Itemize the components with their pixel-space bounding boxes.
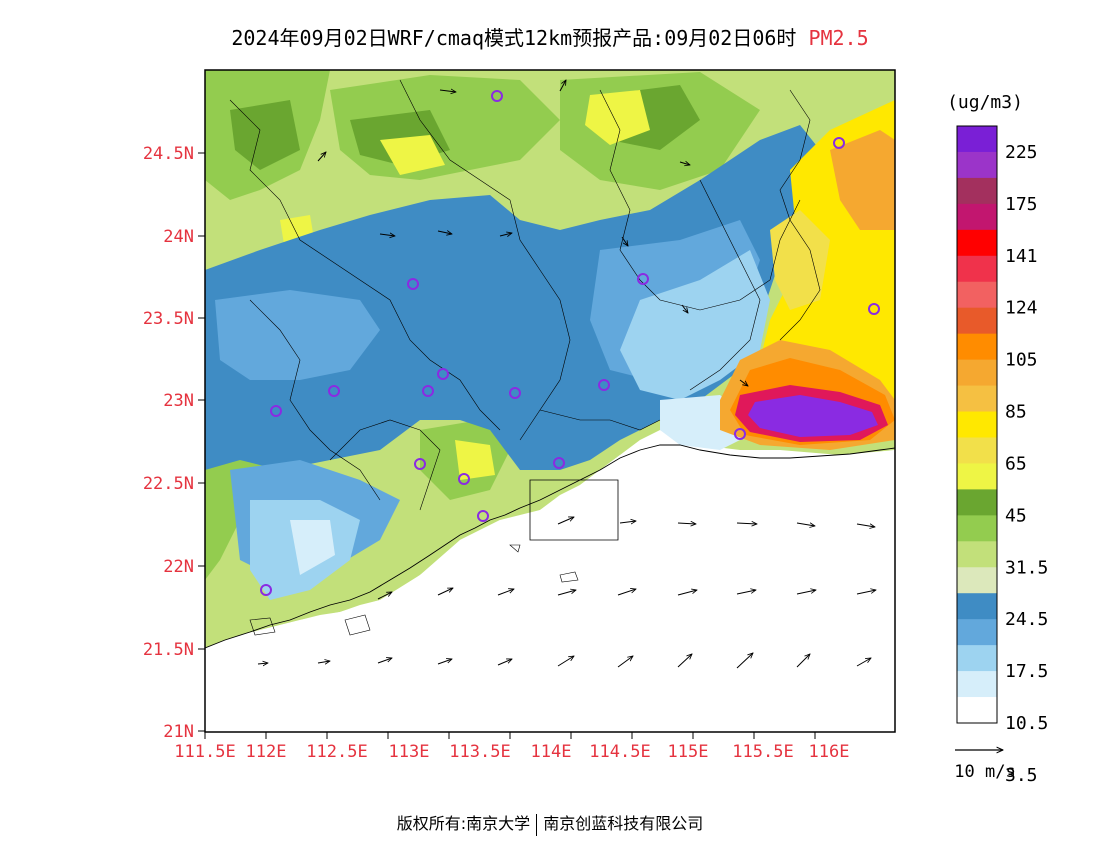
title-pollutant: PM2.5 [808, 26, 869, 50]
admin-boundaries [229, 79, 821, 511]
legend-swatch [957, 126, 997, 153]
lon-tick-label: 111.5E [174, 742, 235, 762]
legend-swatch [957, 307, 997, 335]
plot-frame [204, 69, 896, 733]
legend-swatch [957, 359, 997, 387]
legend-label: 105 [1005, 350, 1038, 371]
legend-swatch [957, 593, 997, 620]
title-main: 2024年09月02日WRF/cmaq模式12km预报产品:09月02日06时 [231, 26, 797, 50]
legend-swatch [957, 619, 997, 646]
legend-label: 31.5 [1005, 557, 1048, 578]
legend-swatch [957, 151, 997, 179]
color-legend: (ug/m3) 225 175 141 124 105 85 65 45 31.5 24.5 17.… [947, 92, 1048, 786]
legend-swatch [957, 489, 997, 516]
lat-tick-label: 22.5N [143, 474, 194, 494]
lon-tick-label: 114E [531, 742, 572, 762]
lon-tick-label: 115E [668, 742, 709, 762]
wind-reference-label: 10 m/s [954, 762, 1015, 782]
legend-swatch [957, 541, 997, 568]
lon-tick-label: 113E [389, 742, 430, 762]
legend-bar [957, 126, 997, 724]
legend-label: 24.5 [1005, 609, 1048, 630]
footer-company: 南京创蓝科技有限公司 [543, 814, 704, 833]
lon-tick-label: 115.5E [732, 742, 793, 762]
legend-swatch [957, 697, 997, 724]
legend-swatch [957, 229, 997, 257]
legend-swatch [957, 281, 997, 309]
legend-label: 225 [1005, 142, 1038, 163]
coastline [205, 444, 895, 649]
legend-swatch [957, 671, 997, 698]
east-purple-core [748, 395, 878, 437]
lat-tick-label: 24N [163, 227, 194, 247]
legend-label: 65 [1005, 453, 1027, 474]
legend-swatch [957, 437, 997, 464]
map-title: 2024年09月02日WRF/cmaq模式12km预报产品:09月02日06时 P… [0, 22, 1100, 51]
lat-axis: 24.5N 24N 23.5N 23N 22.5N 22N 21.5N 21N [143, 144, 205, 742]
legend-unit: (ug/m3) [947, 92, 1023, 113]
lon-tick-label: 114.5E [589, 742, 650, 762]
legend-swatch [957, 645, 997, 672]
legend-label: 124 [1005, 298, 1038, 319]
legend-label: 3.5 [1005, 765, 1038, 786]
east-yellow-2 [770, 210, 830, 310]
pm25-field [205, 70, 895, 732]
legend-label: 45 [1005, 505, 1027, 526]
legend-label: 85 [1005, 402, 1027, 423]
lat-tick-label: 24.5N [143, 144, 194, 164]
lat-tick-label: 21.5N [143, 640, 194, 660]
legend-swatch [957, 463, 997, 490]
lat-tick-label: 21N [163, 722, 194, 742]
islands [249, 544, 579, 636]
lon-tick-label: 112E [246, 742, 287, 762]
legend-swatch [957, 515, 997, 542]
lat-tick-label: 22N [163, 557, 194, 577]
footer: 版权所有:南京大学 南京创蓝科技有限公司 [0, 810, 1100, 836]
legend-label: 175 [1005, 194, 1038, 215]
footer-separator [536, 813, 538, 836]
legend-label: 10.5 [1005, 713, 1048, 734]
wind-vectors [257, 80, 876, 669]
legend-frame [956, 125, 998, 724]
legend-swatch [957, 255, 997, 283]
sea [205, 445, 895, 732]
lightest-blue-coast [290, 395, 760, 575]
light-blue-region [250, 250, 770, 600]
legend-swatch [957, 333, 997, 361]
footer-copyright: 版权所有:南京大学 [396, 814, 531, 833]
lon-axis: 111.5E 112E 112.5E 113E 113.5E 114E 114.… [174, 732, 849, 762]
legend-swatch [957, 567, 997, 594]
mid-blue-region [215, 220, 760, 580]
lon-tick-label: 112.5E [306, 742, 367, 762]
legend-swatch [957, 411, 997, 438]
lat-tick-label: 23N [163, 391, 194, 411]
legend-labels: 225 175 141 124 105 85 65 45 31.5 24.5 17.5 10.5 3.5 [1005, 142, 1048, 786]
lon-tick-label: 116E [809, 742, 850, 762]
lat-tick-label: 23.5N [143, 309, 194, 329]
city-markers [260, 90, 880, 596]
legend-swatch [957, 203, 997, 231]
legend-swatch [957, 177, 997, 205]
coastal-inset [529, 479, 619, 541]
legend-label: 141 [1005, 246, 1038, 267]
legend-label: 17.5 [1005, 661, 1048, 682]
lon-tick-label: 113.5E [449, 742, 510, 762]
legend-swatch [957, 385, 997, 413]
